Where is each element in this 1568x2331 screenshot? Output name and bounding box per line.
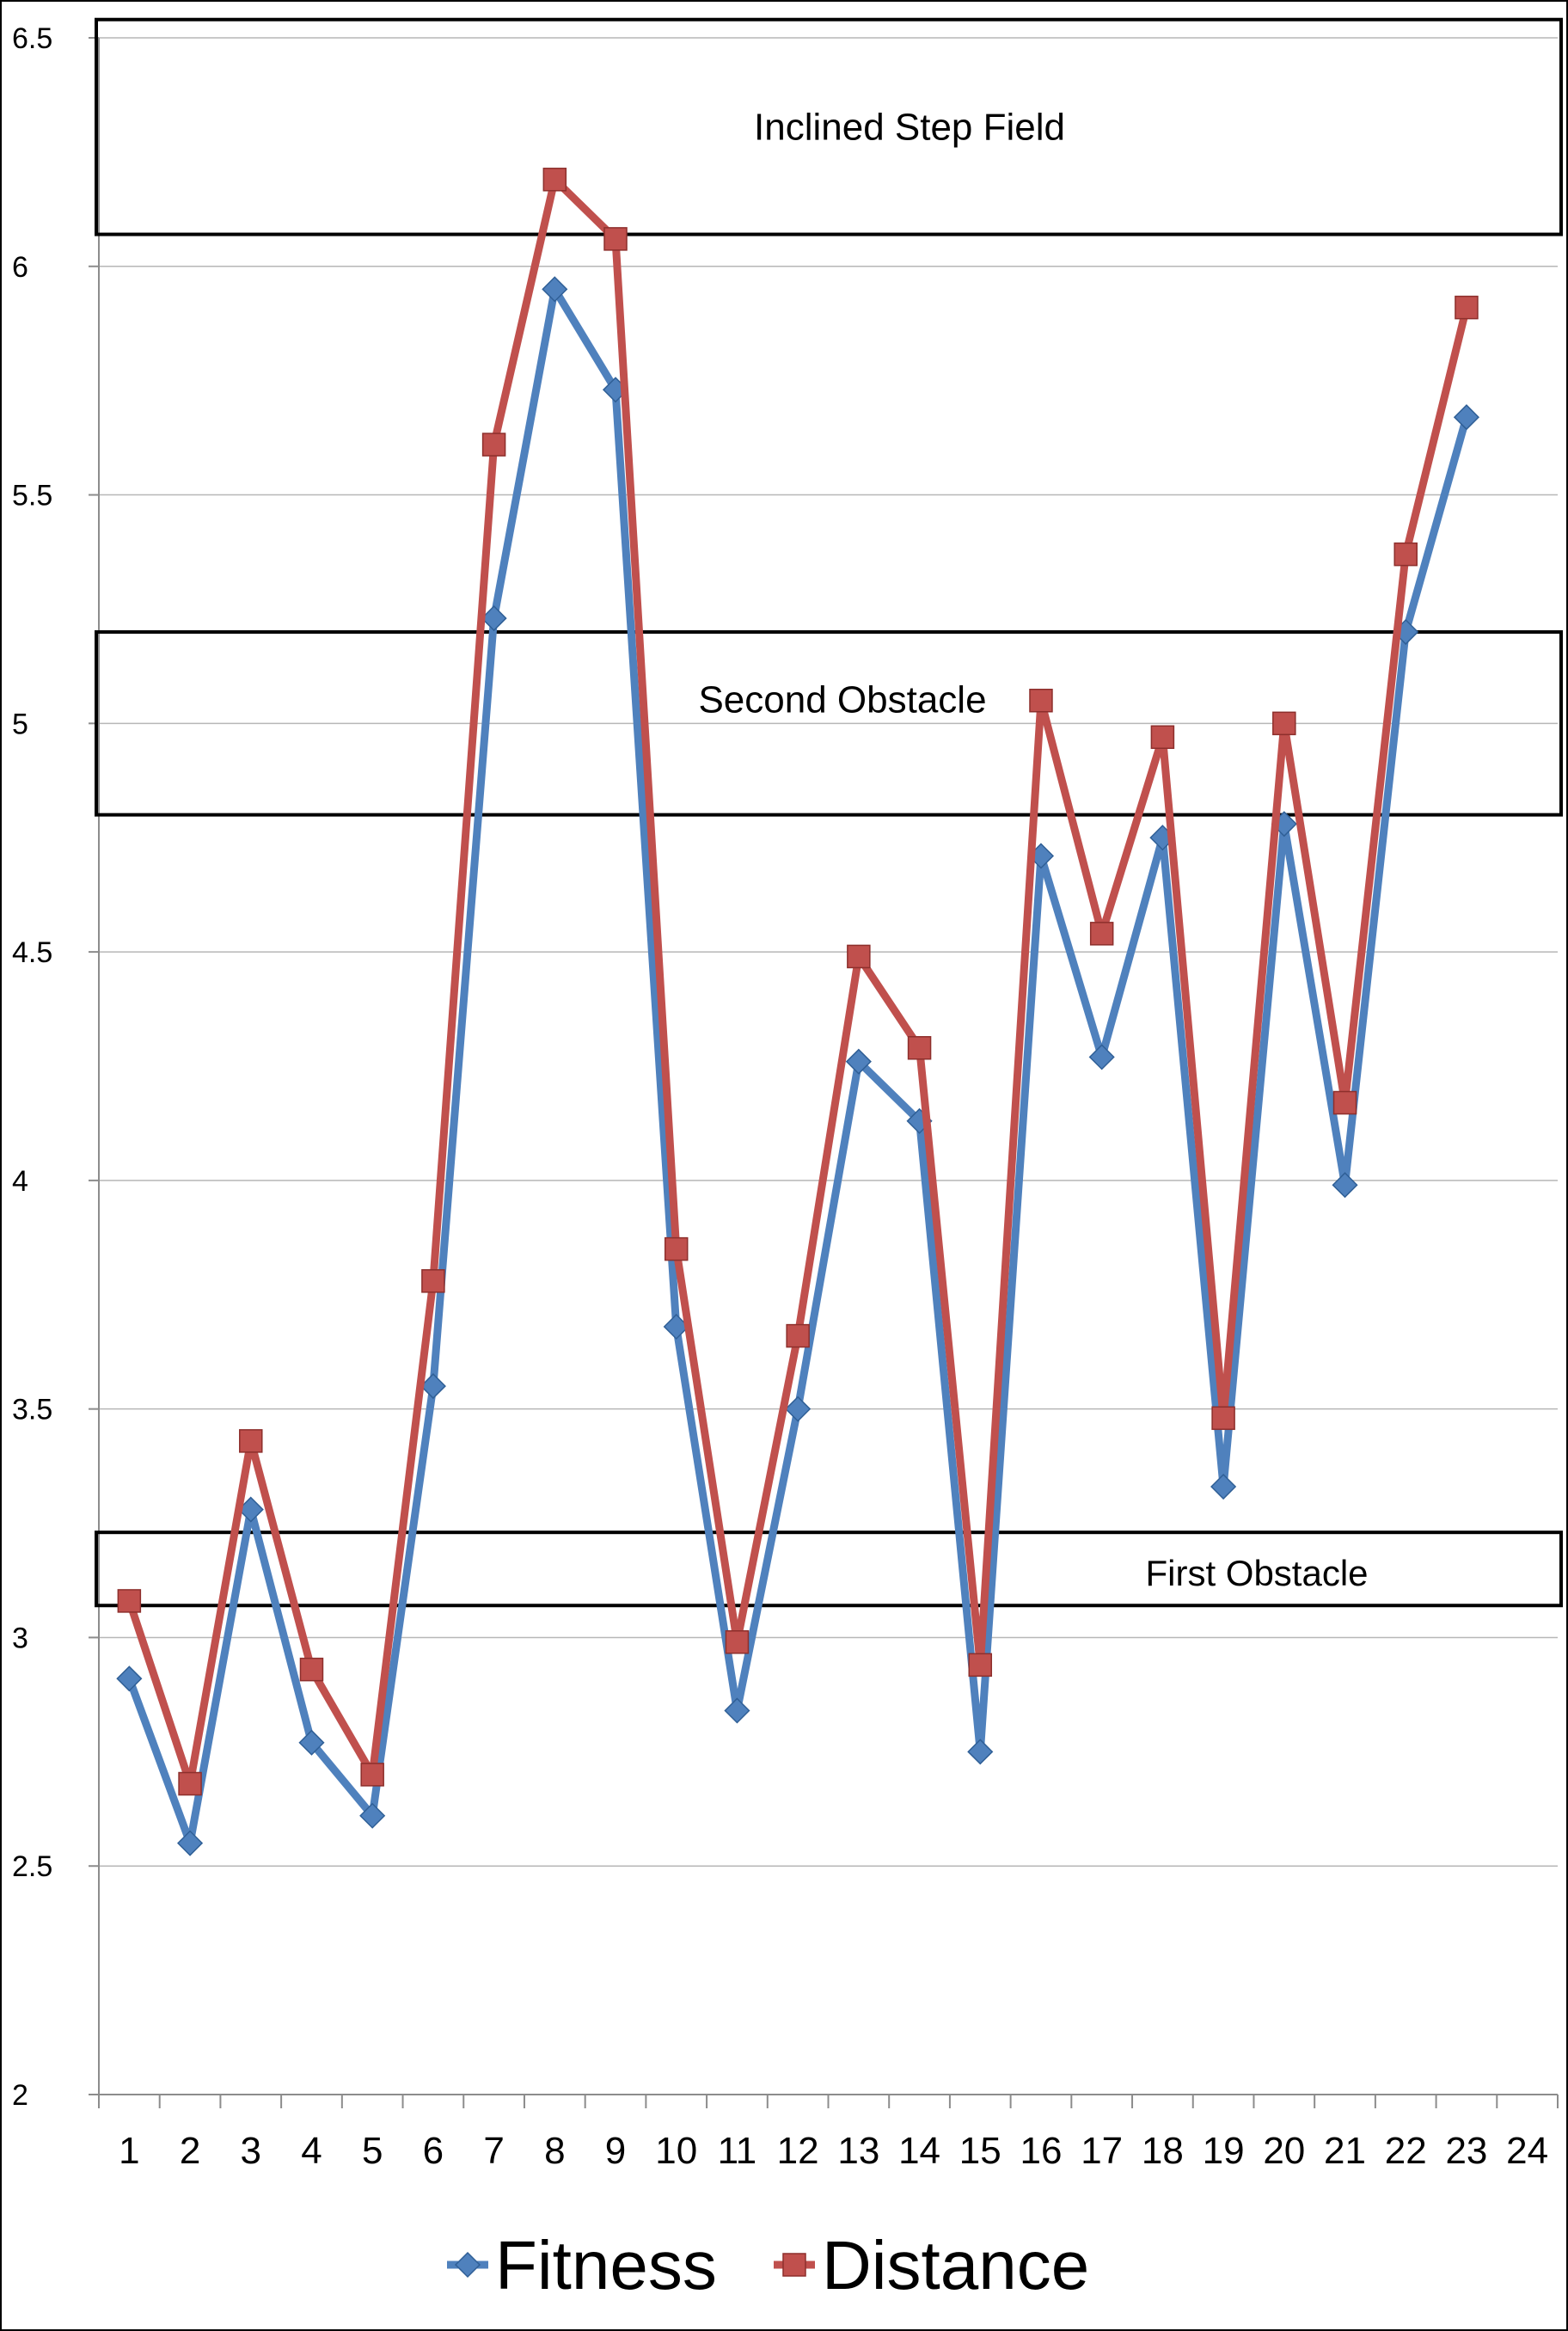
data-point [782,2253,806,2277]
legend-item-fitness: Fitness [447,2227,717,2303]
y-tick-label: 2.5 [12,1850,52,1883]
legend-item-distance: Distance [774,2227,1089,2303]
data-point [1332,1090,1357,1115]
data-point [786,1323,810,1348]
data-point [177,1830,204,1856]
data-point [542,168,567,192]
data-point [847,944,871,969]
data-point [1150,725,1175,750]
x-tick-label: 11 [718,2130,757,2172]
y-tick-label: 6 [12,251,28,284]
annotation-label: Inclined Step Field [754,107,1065,149]
data-point [664,1236,689,1261]
annotation-box [95,630,1563,817]
data-point [725,1630,750,1654]
x-tick-label: 10 [655,2130,697,2172]
data-point [1453,404,1479,431]
data-point [1272,711,1296,736]
annotation-bands: Inclined Step Field Second Obstacle First … [95,17,1563,1608]
axes: 22.533.544.555.566.51 2 3 4 5 6 7 8 9 10 11 12 13 14 1… [12,22,1559,2172]
x-tick-label: 13 [837,2130,879,2172]
data-point [481,605,507,632]
x-tick-label: 21 [1324,2130,1366,2172]
data-point [299,1657,324,1682]
data-point [907,1035,932,1060]
annotation-label: Second Obstacle [698,679,986,721]
x-tick-label: 8 [544,2130,565,2172]
x-tick-label: 3 [241,2130,261,2172]
data-point [542,276,568,303]
data-point [1029,689,1053,713]
x-tick-label: 7 [483,2130,504,2172]
x-tick-label: 1 [119,2130,139,2172]
data-point [116,1665,143,1692]
data-point [603,227,628,251]
data-point [421,1269,445,1293]
data-point [1332,1172,1358,1199]
x-tick-label: 5 [362,2130,383,2172]
x-tick-label: 4 [301,2130,322,2172]
legend-label: Distance [822,2227,1089,2303]
data-point [360,1763,384,1787]
y-tick-label: 3.5 [12,1394,52,1426]
x-tick-label: 9 [605,2130,626,2172]
data-point [967,1739,994,1765]
x-tick-label: 24 [1506,2130,1548,2172]
data-point [845,1048,872,1075]
x-tick-label: 17 [1081,2130,1123,2172]
annotation-label: First Obstacle [1145,1553,1368,1593]
data-point [724,1697,750,1724]
y-tick-label: 3 [12,1622,28,1654]
x-tick-label: 6 [423,2130,444,2172]
x-tick-label: 20 [1263,2130,1305,2172]
data-point [239,1429,263,1453]
y-tick-label: 2 [12,2079,28,2112]
gridlines [99,37,1558,1867]
x-tick-label: 18 [1142,2130,1184,2172]
x-tick-label: 22 [1385,2130,1427,2172]
data-point [968,1653,993,1678]
data-point [178,1771,202,1796]
data-point [454,2251,481,2279]
data-point [1089,922,1114,946]
y-tick-label: 4.5 [12,936,52,969]
series-lines [116,168,1479,1856]
x-tick-label: 2 [180,2130,200,2172]
annotation-box [95,1530,1563,1608]
data-point [420,1373,446,1400]
legend-label: Fitness [495,2227,717,2303]
data-point [1088,1044,1115,1070]
data-point [785,1396,812,1422]
x-tick-label: 14 [898,2130,940,2172]
x-tick-label: 19 [1203,2130,1245,2172]
y-tick-label: 5 [12,708,28,740]
data-point [359,1802,386,1829]
series-distance [117,168,1479,1796]
x-tick-label: 23 [1445,2130,1487,2172]
x-tick-label: 15 [959,2130,1001,2172]
data-point [117,1589,142,1613]
x-tick-label: 12 [777,2130,819,2172]
legend: Fitness Distance [447,2227,1089,2303]
y-tick-label: 4 [12,1165,28,1198]
annotation-box [95,17,1563,236]
data-point [1211,1406,1235,1431]
data-point [1210,1473,1237,1500]
data-point [481,432,506,457]
data-point [298,1729,325,1756]
x-tick-label: 16 [1020,2130,1063,2172]
data-point [1393,542,1418,567]
data-point [1455,295,1479,320]
y-tick-label: 6.5 [12,22,52,55]
y-tick-label: 5.5 [12,480,52,512]
